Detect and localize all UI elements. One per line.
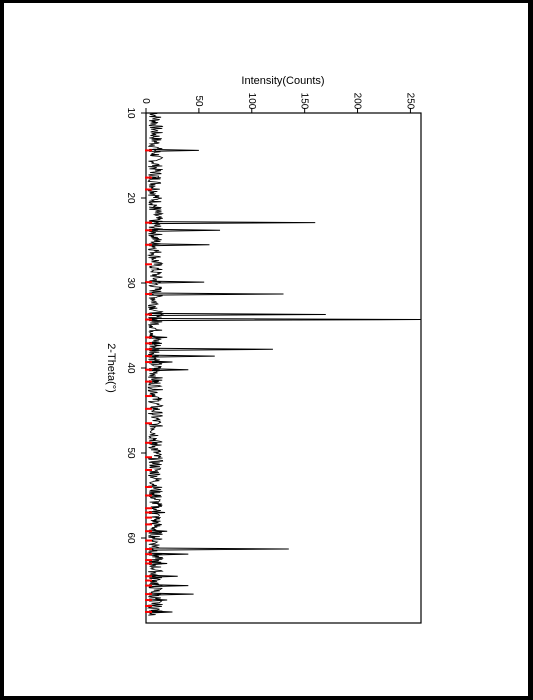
peak-26 (149, 592, 194, 596)
x-axis-title: 2-Theta(°) (105, 343, 117, 393)
peak-19 (149, 510, 166, 515)
plot-frame (145, 112, 422, 624)
peak-28 (149, 610, 173, 614)
y-tick-label-150: 150 (299, 93, 310, 110)
x-tick-label-10: 10 (125, 107, 136, 119)
plot-area (145, 112, 422, 624)
peak-5 (149, 243, 210, 247)
x-tick-label-40: 40 (125, 362, 136, 374)
peak-14 (149, 360, 173, 364)
peak-layer (149, 148, 422, 614)
peak-22 (149, 552, 189, 556)
y-tick-label-50: 50 (193, 95, 204, 107)
page: 10 20 30 40 50 60 0 50 100 150 200 250 2-Theta(°) … (4, 3, 528, 696)
peak-13 (149, 354, 215, 358)
peak-3 (149, 221, 316, 225)
peak-25 (149, 584, 189, 588)
y-tick-label-0: 0 (140, 98, 151, 104)
peak-2 (149, 206, 161, 210)
peak-27 (149, 598, 168, 602)
peak-15 (149, 368, 189, 372)
y-tick-label-100: 100 (246, 93, 257, 110)
x-tick-label-60: 60 (125, 532, 136, 544)
y-tick-label-200: 200 (352, 93, 363, 110)
marker-layer (145, 149, 152, 613)
y-axis: 0 50 100 150 200 250 (140, 93, 415, 113)
peak-24 (149, 574, 178, 578)
y-tick-label-250: 250 (404, 93, 415, 110)
peak-9 (149, 318, 422, 322)
x-tick-label-30: 30 (125, 277, 136, 289)
peak-0 (149, 148, 199, 152)
peak-7 (149, 292, 284, 296)
x-tick-label-20: 20 (125, 192, 136, 204)
peak-11 (149, 341, 162, 345)
peak-18 (149, 493, 161, 498)
peak-20 (149, 529, 168, 533)
x-tick-label-50: 50 (125, 447, 136, 459)
peak-6 (149, 280, 205, 284)
peak-12 (149, 347, 273, 351)
x-axis: 10 20 30 40 50 60 (125, 107, 146, 544)
y-axis-title: Intensity(Counts) (241, 75, 324, 87)
peak-8 (149, 312, 326, 316)
peak-21 (149, 547, 289, 551)
peak-23 (149, 561, 168, 566)
peak-4 (149, 228, 221, 232)
peak-10 (149, 335, 168, 339)
